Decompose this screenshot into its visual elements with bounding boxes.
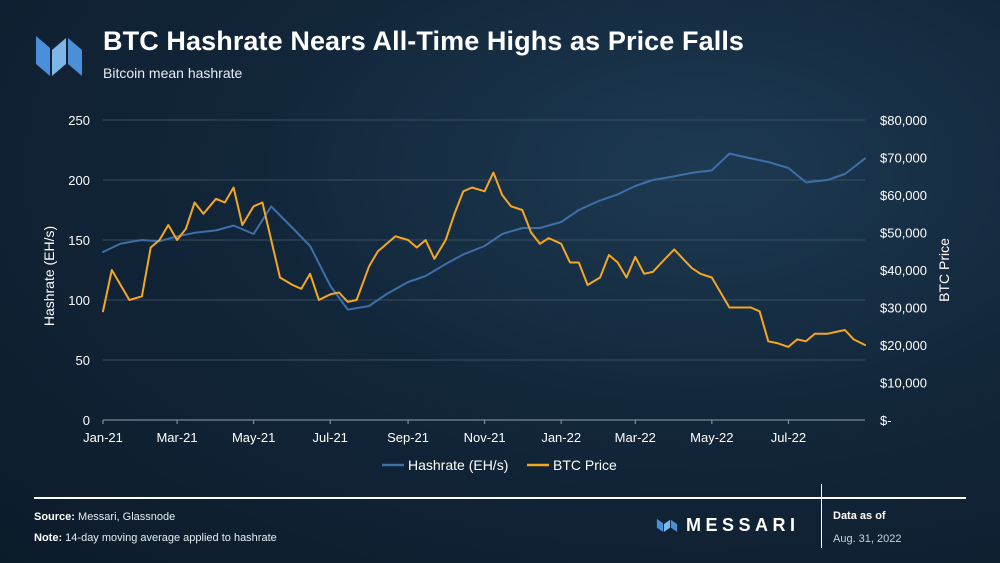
footer-note: Note: 14-day moving average applied to h… [34, 532, 277, 544]
y-right-tick-label: $30,000 [880, 301, 927, 316]
source-text: Messari, Glassnode [78, 511, 176, 523]
y-left-tick-label: 150 [68, 233, 90, 248]
x-tick-label: Jan-22 [541, 430, 581, 445]
footer-vertical-divider [821, 484, 822, 548]
y-right-tick-label: $80,000 [880, 113, 927, 128]
y-left-tick-label: 200 [68, 173, 90, 188]
note-text: 14-day moving average applied to hashrat… [65, 532, 277, 544]
legend-hashrate-label: Hashrate (EH/s) [408, 457, 508, 473]
y-right-tick-label: $70,000 [880, 151, 927, 166]
x-tick-label: Nov-21 [464, 430, 506, 445]
source-label: Source: [34, 511, 75, 523]
y-right-tick-label: $- [880, 413, 892, 428]
data-as-of-date: Aug. 31, 2022 [833, 533, 902, 545]
brand-name: MESSARI [686, 514, 800, 535]
y-right-tick-label: $40,000 [880, 263, 927, 278]
y-left-tick-label: 250 [68, 113, 90, 128]
chart-subtitle: Bitcoin mean hashrate [103, 65, 243, 81]
series-lines [102, 152, 866, 348]
grid-lines [103, 119, 865, 421]
data-as-of-label: Data as of [833, 510, 886, 522]
y-left-axis-label: Hashrate (EH/s) [41, 226, 57, 326]
y-right-axis-label: BTC Price [936, 238, 952, 302]
y-left-ticks: 0 50 100 150 200 250 [68, 113, 90, 428]
chart-title: BTC Hashrate Nears All-Time Highs as Pri… [103, 26, 745, 56]
x-tick-label: May-22 [690, 430, 733, 445]
x-ticks: Jan-21 Mar-21 May-21 Jul-21 Sep-21 Nov-21 Jan-… [83, 420, 806, 445]
x-tick-label: Jan-21 [83, 430, 123, 445]
brand: MESSARI [656, 514, 800, 536]
hashrate-line [102, 152, 866, 311]
footer-divider [34, 497, 966, 499]
y-left-tick-label: 100 [68, 293, 90, 308]
note-label: Note: [34, 532, 63, 544]
y-right-tick-label: $50,000 [880, 226, 927, 241]
y-right-tick-label: $60,000 [880, 188, 927, 203]
x-tick-label: Jul-22 [771, 430, 806, 445]
x-tick-label: Sep-21 [387, 430, 429, 445]
y-right-ticks: $- $10,000 $20,000 $30,000 $40,000 $50,000 $60… [880, 113, 927, 428]
y-left-tick-label: 0 [83, 413, 90, 428]
messari-logo-icon [36, 36, 82, 76]
x-tick-label: May-21 [232, 430, 275, 445]
btc-price-line [102, 171, 866, 348]
messari-brand-icon [656, 518, 678, 533]
x-tick-label: Mar-21 [156, 430, 197, 445]
footer-source: Source: Messari, Glassnode [34, 511, 175, 523]
y-right-tick-label: $20,000 [880, 338, 927, 353]
legend-price-label: BTC Price [553, 457, 617, 473]
x-tick-label: Mar-22 [615, 430, 656, 445]
y-right-tick-label: $10,000 [880, 376, 927, 391]
legend: Hashrate (EH/s) BTC Price [382, 457, 617, 473]
x-tick-label: Jul-21 [313, 430, 348, 445]
y-left-tick-label: 50 [76, 353, 90, 368]
